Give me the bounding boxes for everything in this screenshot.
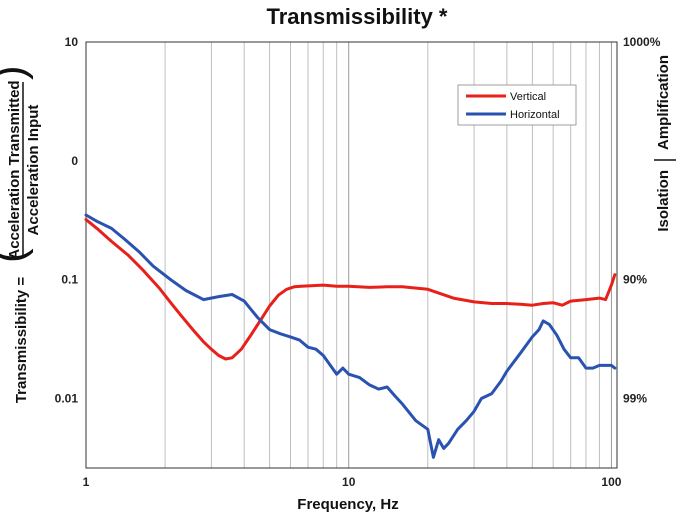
y-axis-label-numerator: Acceleration Transmitted: [6, 80, 23, 259]
x-tick-label: 10: [342, 475, 356, 489]
x-axis-label: Frequency, Hz: [297, 496, 398, 513]
left-y-tick-labels: 10 0 0.1 0.01: [55, 35, 79, 405]
x-tick-label: 1: [83, 475, 90, 489]
legend-box: [457, 84, 577, 126]
y-axis-label-paren-close: ): [0, 65, 34, 80]
series-line-horizontal: [84, 213, 617, 459]
y-axis-label-denominator: Acceleration Input: [25, 105, 42, 236]
right-label-amplification: Amplification: [655, 55, 672, 150]
y-tick-label-left: 0.1: [61, 273, 78, 287]
chart-title: Transmissibility *: [267, 4, 448, 29]
y-tick-label-left: 0.01: [55, 391, 79, 405]
legend: Vertical Horizontal: [457, 84, 577, 126]
y-tick-label-right: 1000%: [623, 35, 661, 49]
y-axis-label-paren: (: [0, 248, 34, 263]
y-tick-label-right: 90%: [623, 273, 647, 287]
right-axis-label: Amplification Isolation: [654, 55, 676, 232]
y-axis-label-prefix: Transmissibility =: [13, 277, 30, 404]
series-lines: [84, 213, 617, 459]
series-line-vertical: [84, 218, 617, 361]
legend-label-horizontal: Horizontal: [510, 109, 560, 121]
y-tick-label-left: 10: [65, 35, 79, 49]
y-tick-label-left: 0: [71, 154, 78, 168]
x-tick-label: 100: [601, 475, 621, 489]
legend-label-vertical: Vertical: [510, 91, 546, 103]
y-axis-label: Transmissibility = ( Acceleration Transm…: [0, 65, 42, 403]
x-tick-labels: 1 10 100: [83, 475, 622, 489]
right-label-isolation: Isolation: [655, 170, 672, 232]
right-y-tick-labels: 1000% 90% 99%: [623, 35, 661, 405]
plot-frame: [85, 41, 618, 469]
y-tick-label-right: 99%: [623, 391, 647, 405]
